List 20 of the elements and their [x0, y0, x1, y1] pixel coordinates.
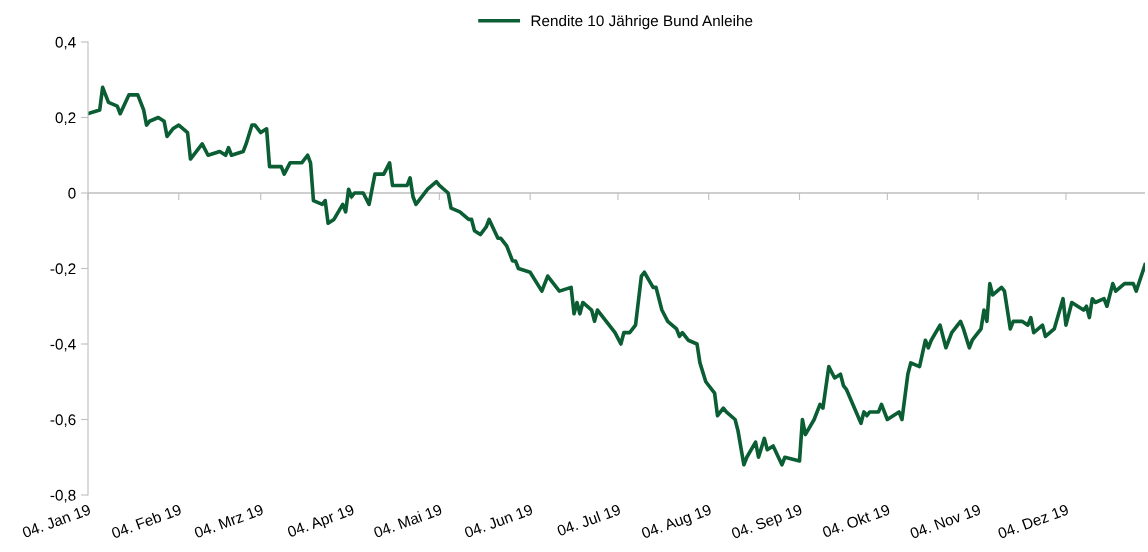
x-tick-label: 04. Sep 19	[730, 503, 804, 542]
x-tick-label: 04. Apr 19	[286, 503, 356, 541]
x-tick-label: 04. Nov 19	[909, 503, 982, 539]
x-tick-label: 04. Jan 19	[21, 503, 92, 539]
y-tick-label: -0,2	[50, 263, 76, 276]
y-tick-label: -0,4	[50, 338, 76, 352]
y-tick-label: 0,2	[55, 112, 76, 125]
x-tick-label: 04. Mai 19	[372, 503, 443, 539]
x-tick-label: 04. Mrz 19	[193, 503, 264, 539]
y-tick-label: 0,4	[55, 36, 76, 50]
y-tick-label: -0,8	[50, 489, 76, 503]
y-tick-label: -0,6	[50, 414, 76, 427]
x-tick-label: 04. Jun 19	[463, 503, 534, 539]
x-tick-label: 04. Okt 19	[821, 503, 891, 538]
x-tick-label: 04. Feb 19	[110, 503, 182, 539]
x-tick-label: 04. Jul 19	[556, 503, 622, 537]
x-tick-label: 04. Aug 19	[640, 503, 713, 542]
legend-label: Rendite 10 Jährige Bund Anleihe	[531, 14, 753, 30]
y-tick-label: 0	[68, 187, 76, 199]
x-tick-label: 04. Dez 19	[997, 503, 1070, 539]
